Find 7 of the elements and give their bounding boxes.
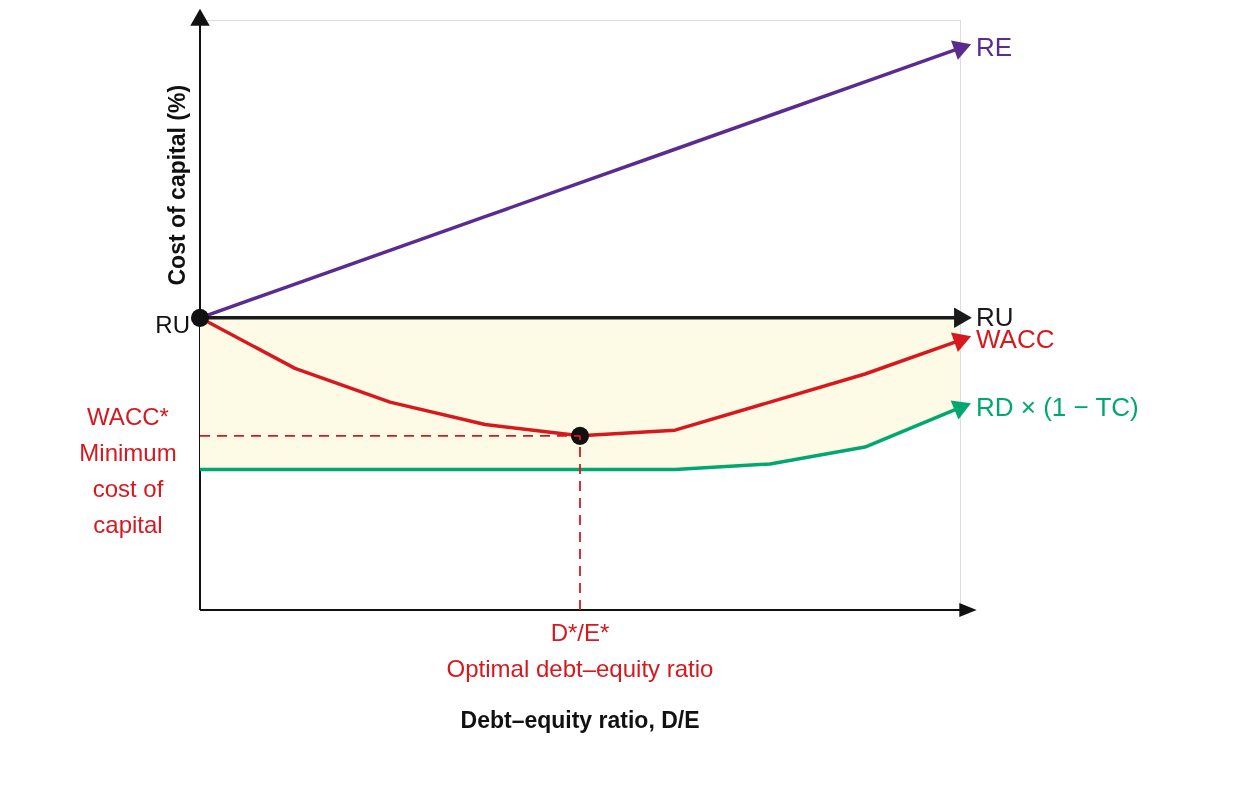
x-axis-title: Debt–equity ratio, D/E bbox=[460, 707, 700, 733]
y-axis-title: Cost of capital (%) bbox=[164, 84, 190, 286]
series-label: RE bbox=[976, 32, 1013, 63]
text: D*/E* Optimal debt–equity ratio bbox=[446, 619, 714, 682]
ref-line-label: WACC* Minimum cost of capital bbox=[79, 402, 177, 538]
series-label: RD × (1 − TC) bbox=[976, 391, 1139, 422]
text: RU bbox=[155, 310, 190, 338]
